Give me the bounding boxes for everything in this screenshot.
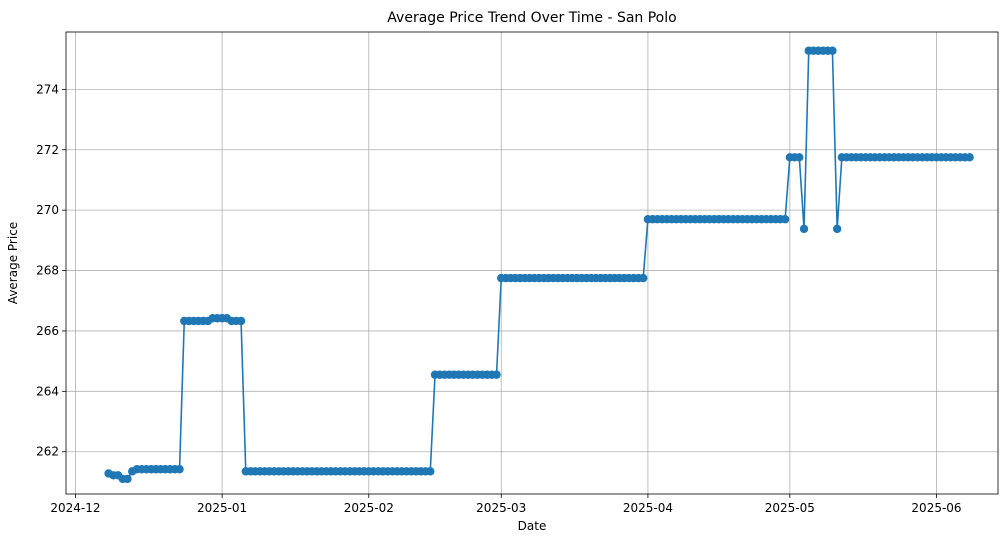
data-point xyxy=(828,46,837,55)
data-series xyxy=(104,46,974,484)
x-tick-label: 2025-05 xyxy=(765,501,815,515)
data-point xyxy=(799,224,809,234)
data-point xyxy=(123,474,132,484)
data-point xyxy=(175,465,184,474)
x-tick-label: 2025-06 xyxy=(911,501,961,515)
data-point xyxy=(965,153,974,162)
y-tick-label: 268 xyxy=(36,264,59,278)
x-tick-label: 2024-12 xyxy=(50,501,100,515)
y-tick-label: 272 xyxy=(36,143,59,157)
y-tick-label: 274 xyxy=(36,82,59,96)
x-tick-label: 2025-03 xyxy=(476,501,526,515)
x-tick-label: 2025-04 xyxy=(623,501,673,515)
data-point xyxy=(492,370,501,379)
x-tick-label: 2025-02 xyxy=(344,501,394,515)
y-axis-label: Average Price xyxy=(6,222,20,304)
plot-frame xyxy=(65,31,999,495)
x-axis-label: Date xyxy=(518,519,547,533)
chart-title: Average Price Trend Over Time - San Polo xyxy=(387,10,676,26)
y-tick-label: 266 xyxy=(36,324,59,338)
data-point xyxy=(426,467,435,476)
y-tick-label: 262 xyxy=(36,445,59,459)
y-tick-label: 264 xyxy=(36,384,59,398)
data-point xyxy=(832,224,842,234)
grid xyxy=(66,32,998,494)
data-point xyxy=(780,215,790,224)
data-point xyxy=(795,153,804,162)
x-tick-label: 2025-01 xyxy=(197,501,247,515)
axes: 2024-12 2025-01 2025-02 2025-03 2025-04 2025-… xyxy=(36,31,999,515)
data-point xyxy=(638,273,648,283)
series-line xyxy=(108,49,970,480)
data-point xyxy=(236,316,246,326)
y-tick-label: 270 xyxy=(36,203,59,217)
